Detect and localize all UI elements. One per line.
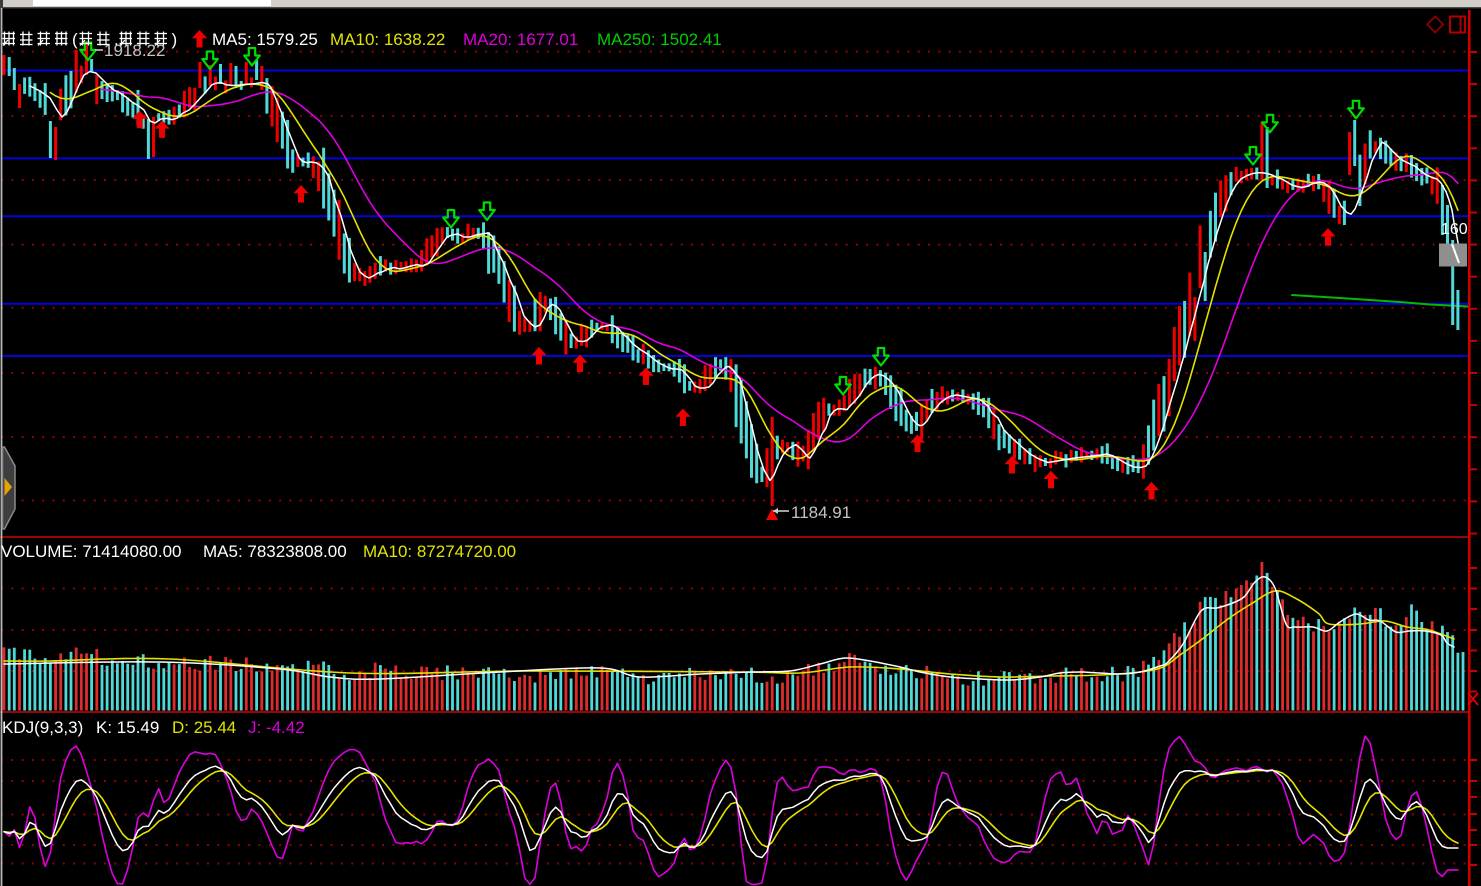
svg-text:VOLUME: 71414080.00: VOLUME: 71414080.00 [1, 542, 182, 561]
svg-text:K: 15.49: K: 15.49 [96, 718, 159, 737]
svg-text:J: -4.42: J: -4.42 [248, 718, 305, 737]
svg-text:MA10: 1638.22: MA10: 1638.22 [330, 30, 445, 49]
svg-text:MA5: 78323808.00: MA5: 78323808.00 [203, 542, 347, 561]
svg-text:MA250: 1502.41: MA250: 1502.41 [597, 30, 722, 49]
svg-text:1184.91: 1184.91 [791, 503, 851, 522]
svg-text:(: ( [72, 30, 78, 49]
svg-text:KDJ(9,3,3): KDJ(9,3,3) [2, 718, 83, 737]
svg-text:1600: 1600 [1441, 221, 1477, 238]
svg-text:1918.22: 1918.22 [104, 41, 165, 60]
svg-text:MA10: 87274720.00: MA10: 87274720.00 [363, 542, 516, 561]
svg-text:): ) [172, 30, 178, 49]
svg-text:.: . [114, 30, 119, 49]
svg-text:MA5: 1579.25: MA5: 1579.25 [212, 30, 318, 49]
svg-text:MA20: 1677.01: MA20: 1677.01 [463, 30, 578, 49]
svg-text:D: 25.44: D: 25.44 [172, 718, 236, 737]
